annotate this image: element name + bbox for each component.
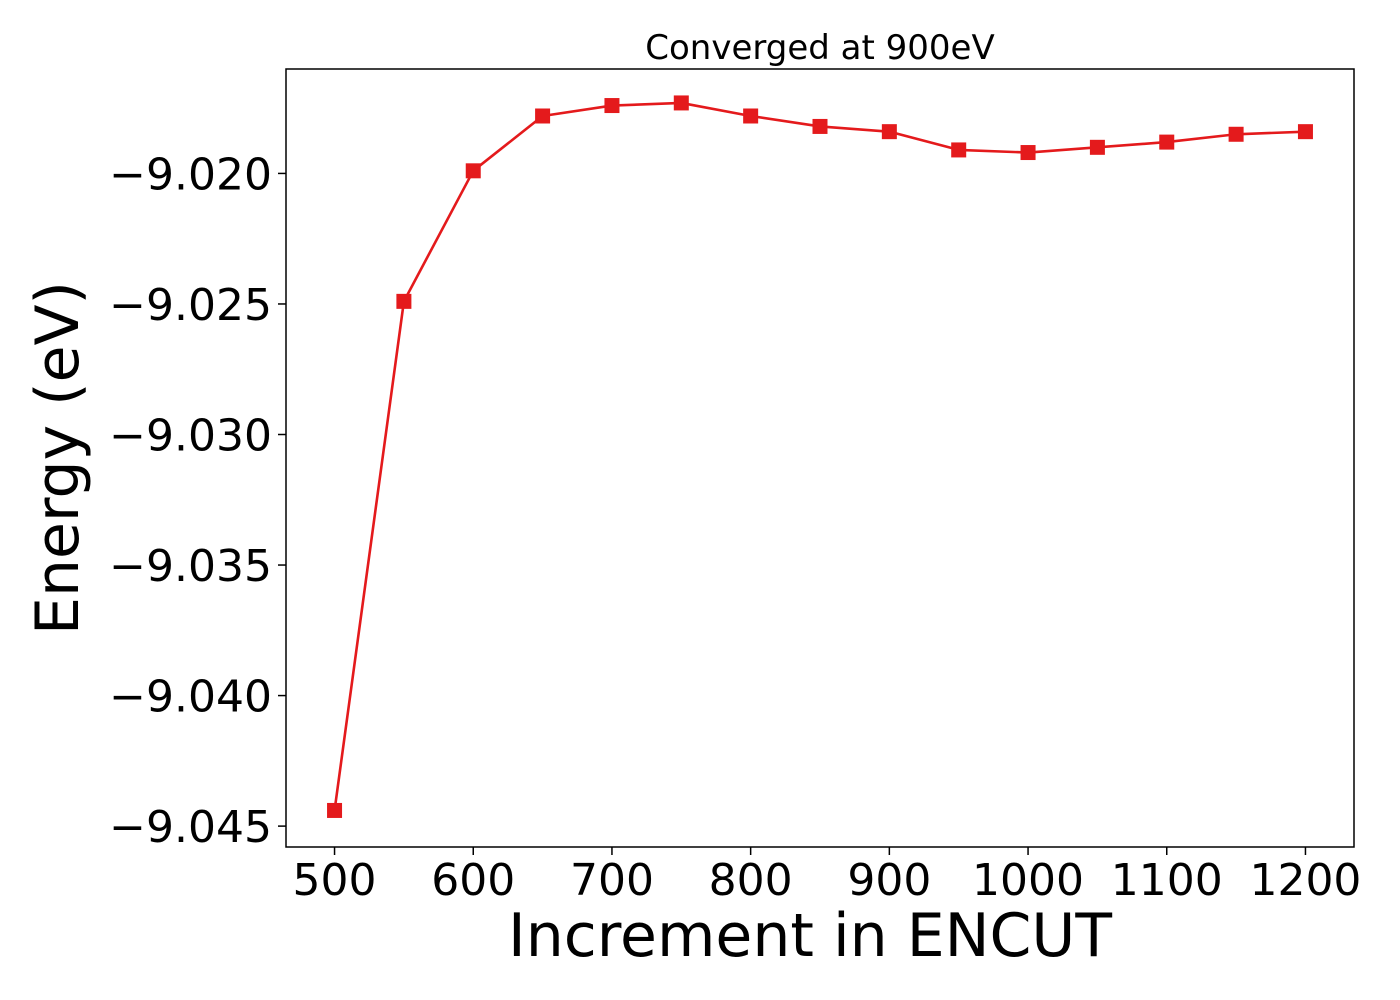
plot-area: 500 600 700 800 900 1000 1100 1200 −9.020 −9.025 −… [109, 68, 1361, 906]
data-point-marker [951, 142, 967, 158]
chart-title: Converged at 900eV [645, 28, 994, 68]
y-tick-label: −9.040 [109, 672, 272, 723]
y-tick-label: −9.045 [109, 802, 272, 853]
data-point-marker [604, 98, 620, 114]
y-axis-label: Energy (eV) [23, 281, 93, 635]
data-point-marker [1228, 126, 1244, 142]
data-point-marker [535, 108, 551, 124]
y-tick-label: −9.025 [109, 280, 272, 331]
data-point-marker [1297, 124, 1313, 140]
x-tick-label: 800 [709, 855, 793, 906]
x-tick-label: 600 [431, 855, 515, 906]
data-point-marker [465, 163, 481, 179]
data-point-marker [812, 118, 828, 134]
y-tick-label: −9.035 [109, 541, 272, 592]
data-point-marker [1020, 145, 1036, 161]
y-tick-label: −9.030 [109, 411, 272, 462]
x-tick-label: 1100 [1111, 855, 1223, 906]
x-tick-label: 700 [570, 855, 654, 906]
data-point-marker [743, 108, 759, 124]
y-tick-label: −9.020 [109, 149, 272, 200]
x-tick-label: 1000 [972, 855, 1084, 906]
data-point-marker [1159, 134, 1175, 150]
plot-frame [285, 68, 1355, 848]
data-point-marker [673, 95, 689, 111]
x-axis-label: Increment in ENCUT [508, 901, 1112, 971]
x-tick-label: 1200 [1249, 855, 1361, 906]
x-tick-label: 500 [293, 855, 377, 906]
data-point-marker [1089, 139, 1105, 155]
data-point-marker [327, 802, 343, 818]
data-point-marker [396, 293, 412, 309]
x-tick-label: 900 [847, 855, 931, 906]
data-point-marker [881, 124, 897, 140]
